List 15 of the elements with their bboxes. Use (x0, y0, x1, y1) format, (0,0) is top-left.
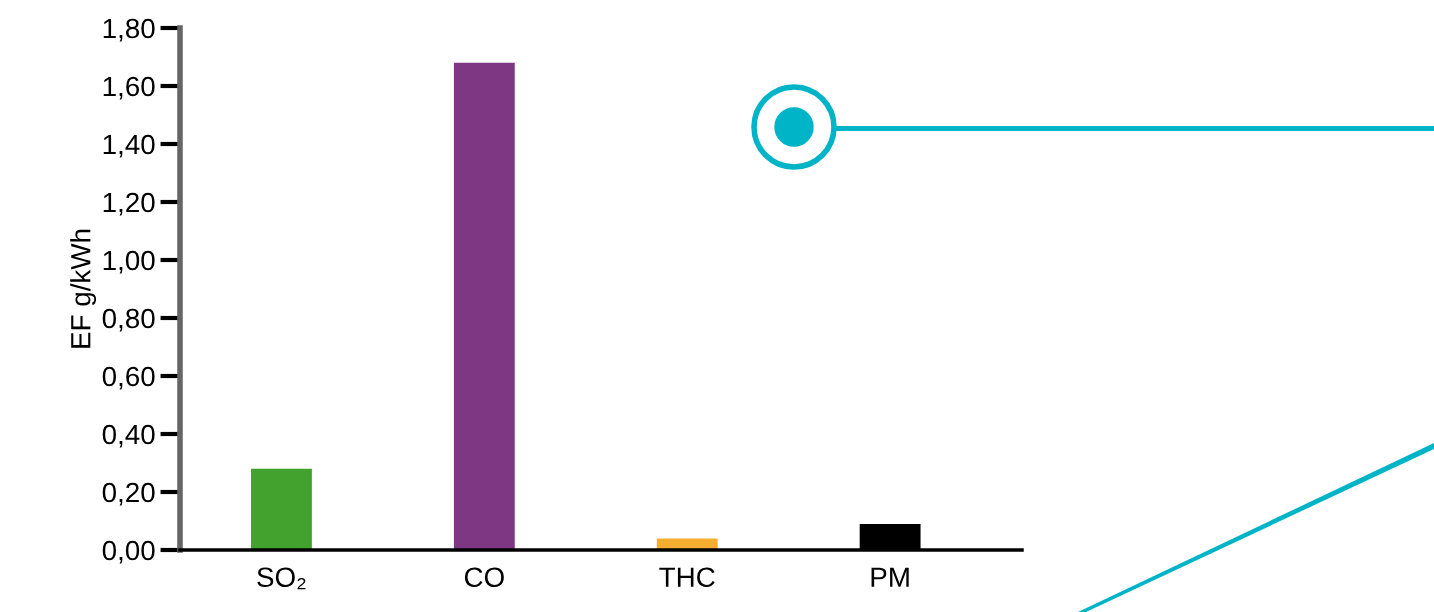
y-tick-label: 0,00 (102, 540, 155, 564)
x-tick-label: SO₂ (257, 567, 306, 590)
y-tick-label: 1,40 (103, 134, 155, 158)
y-tick-label: 0,60 (102, 366, 155, 390)
y-tick-label: 1,80 (103, 18, 155, 42)
y-tick-label: 0,20 (102, 482, 155, 506)
y-tick-label: 1,00 (103, 250, 155, 274)
y-tick-label: 0,80 (102, 308, 155, 332)
y-tick-label: 1,60 (103, 76, 155, 100)
y-axis-title: EF g/kWh (70, 229, 97, 348)
x-tick-label: THC (659, 567, 715, 588)
x-tick-label: CO (464, 567, 504, 588)
y-tick-label: 0,40 (102, 424, 155, 448)
y-tick-label: 1,20 (103, 192, 155, 216)
x-tick-label: PM (871, 567, 909, 587)
